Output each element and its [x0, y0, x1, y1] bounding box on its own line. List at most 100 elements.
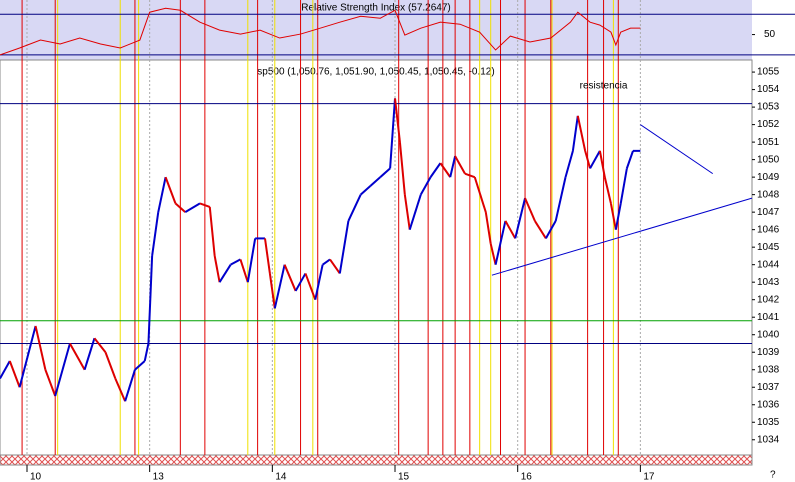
corner-label: ? — [770, 470, 776, 481]
price-segment — [283, 264, 297, 292]
x-tick-label: 14 — [275, 472, 287, 482]
price-segment — [589, 150, 601, 169]
price-segment — [213, 255, 221, 283]
rsi-line — [0, 7, 641, 56]
y-tick-label: 1043 — [757, 277, 780, 288]
y-tick-label: 1050 — [757, 154, 780, 165]
price-segment — [44, 369, 57, 397]
x-tick-label: 16 — [521, 472, 533, 482]
y-tick-label: 1051 — [757, 137, 780, 148]
price-segment — [338, 220, 350, 274]
price-segment — [69, 342, 86, 371]
price-segment — [379, 167, 391, 178]
annotation: resistencia — [580, 81, 628, 92]
price-segment — [263, 238, 271, 274]
price-segment — [143, 343, 150, 362]
chart-title: sp500 (1,050.76, 1,051.90, 1,050.45, 1,0… — [257, 67, 494, 78]
trend-line — [640, 124, 714, 175]
y-tick-label: 1040 — [757, 329, 780, 340]
price-segment — [619, 168, 628, 204]
price-segment — [564, 150, 574, 178]
price-segment — [83, 337, 96, 371]
price-segment — [464, 172, 476, 179]
price-segment — [304, 273, 317, 301]
price-segment — [603, 176, 612, 204]
price-segment — [554, 176, 567, 222]
price-segment — [34, 325, 47, 370]
trend-line — [491, 197, 753, 276]
price-segment — [369, 176, 381, 187]
price-segment — [609, 203, 617, 230]
price-segment — [598, 150, 606, 178]
price-segment — [571, 115, 579, 152]
price-segment — [504, 220, 517, 239]
price-segment — [54, 343, 71, 397]
price-segment — [322, 258, 331, 266]
rsi-tick-label: 50 — [764, 29, 776, 40]
price-segment — [398, 142, 406, 195]
x-tick-label: 13 — [153, 472, 165, 482]
price-segment — [439, 162, 452, 178]
price-segment — [429, 162, 442, 178]
price-segment — [403, 194, 411, 230]
price-segment — [329, 258, 341, 275]
price-segment — [625, 150, 634, 169]
price-segment — [408, 194, 422, 230]
x-tick-label: 17 — [643, 472, 655, 482]
session-strip — [0, 454, 753, 466]
y-tick-label: 1055 — [757, 67, 780, 78]
y-tick-label: 1042 — [757, 294, 780, 305]
price-segment — [134, 360, 146, 371]
y-tick-label: 1053 — [757, 102, 780, 113]
price-segment — [104, 351, 117, 379]
price-segment — [246, 238, 257, 283]
y-tick-label: 1045 — [757, 242, 780, 253]
y-tick-label: 1054 — [757, 84, 780, 95]
price-segment — [273, 264, 286, 309]
price-segment — [614, 203, 622, 230]
price-segment — [164, 176, 177, 204]
price-segment — [584, 150, 592, 169]
price-segment — [545, 220, 557, 239]
price-segment — [314, 264, 324, 300]
price-segment — [484, 211, 492, 244]
price-segment — [174, 202, 186, 213]
y-tick-label: 1047 — [757, 207, 780, 218]
price-panel — [0, 59, 753, 456]
y-tick-label: 1038 — [757, 364, 780, 375]
y-tick-label: 1035 — [757, 417, 780, 428]
price-segment — [151, 212, 160, 257]
y-tick-label: 1039 — [757, 347, 780, 358]
price-segment — [230, 258, 241, 266]
price-segment — [494, 220, 507, 265]
price-segment — [184, 202, 201, 214]
price-segment — [389, 98, 397, 169]
price-segment — [8, 360, 21, 388]
price-segment — [0, 360, 11, 379]
y-tick-label: 1036 — [757, 399, 780, 410]
price-segment — [294, 272, 307, 292]
y-tick-label: 1046 — [757, 224, 780, 235]
price-segment — [18, 325, 37, 388]
price-segment — [199, 202, 211, 208]
price-segment — [454, 155, 466, 175]
price-segment — [419, 176, 432, 196]
price-segment — [268, 273, 276, 309]
y-tick-label: 1037 — [757, 382, 780, 393]
x-tick-label: 15 — [398, 472, 410, 482]
y-tick-label: 1048 — [757, 189, 780, 200]
price-segment — [489, 243, 497, 265]
price-segment — [114, 378, 127, 402]
y-tick-label: 1034 — [757, 434, 780, 445]
price-segment — [147, 255, 154, 344]
price-segment — [473, 176, 487, 213]
price-segment — [394, 98, 401, 143]
y-tick-label: 1041 — [757, 312, 780, 323]
price-segment — [524, 197, 536, 222]
price-segment — [347, 194, 362, 222]
y-tick-label: 1052 — [757, 119, 780, 130]
price-segment — [157, 176, 167, 213]
y-tick-label: 1044 — [757, 259, 780, 270]
y-tick-label: 1049 — [757, 172, 780, 183]
